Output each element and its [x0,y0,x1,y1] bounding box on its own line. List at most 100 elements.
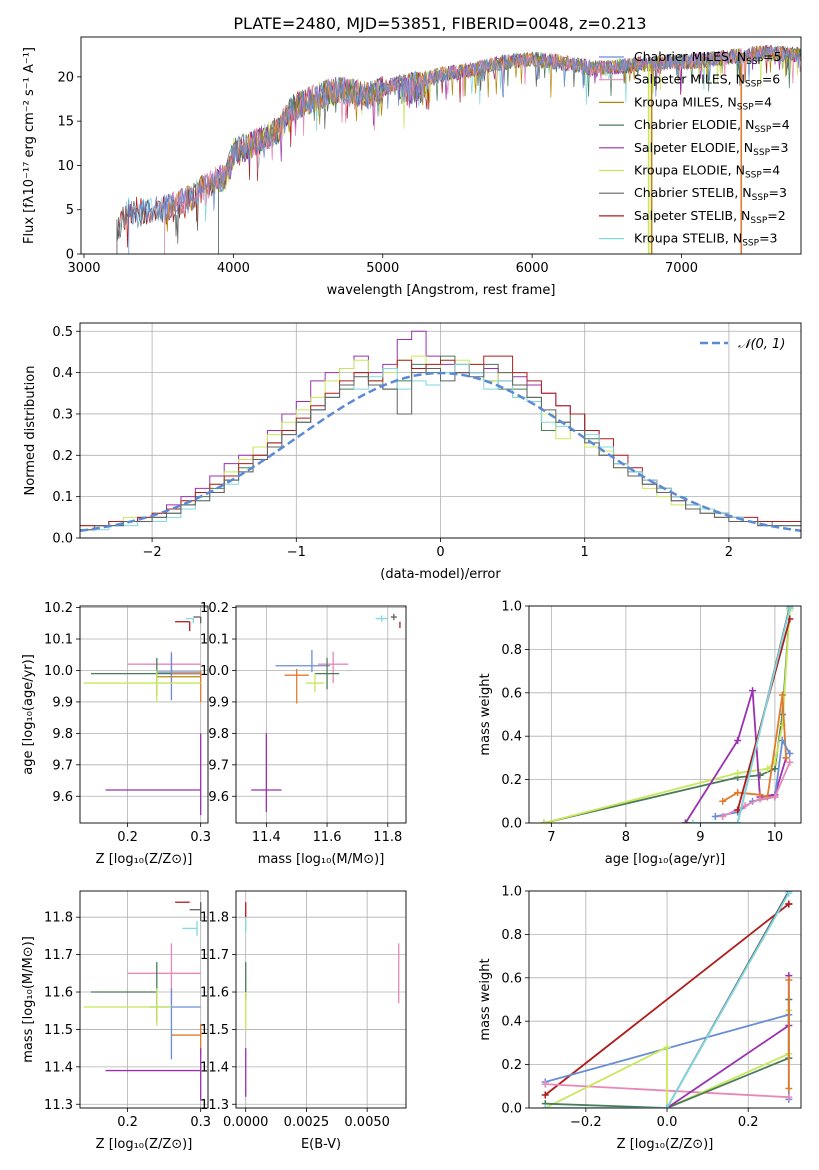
error-bar-point [105,733,202,816]
error-bar-point [375,615,388,622]
weight-marker [778,691,786,699]
axes-z-age: 0.2 0.3 9.6 9.7 9.8 9.9 10.0 10.1 10.2 Z [log₁₀(Z… [21,601,211,867]
x-tick-label: 0.0 [657,1115,678,1130]
y-tick-label: 0.6 [501,686,522,701]
y-tick-label: 9.7 [52,758,73,773]
y-tick-label: 10.0 [200,664,229,679]
figure-title: PLATE=2480, MJD=53851, FIBERID=0048, z=0… [233,14,646,33]
y-tick-label: 10.2 [44,601,73,616]
legend-subscript: SSP [754,125,771,135]
y-tick-label: 9.8 [52,727,73,742]
y-tick-label: 11.5 [200,1023,229,1038]
error-bar-point [83,988,172,1026]
weight-marker [763,765,771,773]
x-tick-label: 0.3 [190,830,211,845]
x-tick-label: 11.8 [373,830,402,845]
axes-frame [528,605,802,824]
axes-frame [235,605,407,824]
legend-entry: Salpeter STELIB, NSSP=2 [634,208,786,226]
y-tick-label: 11.3 [200,1098,229,1113]
y-axis-label: Normed distribution [23,366,38,496]
y-tick-label: 0.8 [501,643,522,658]
error-bar-point [127,943,201,1004]
weight-marker [786,606,794,612]
x-tick-label: 0.3 [190,1115,211,1130]
weight-marker [540,819,548,823]
weight-marker [785,900,793,908]
x-tick-label: 2 [725,545,733,560]
legend-tail: =4 [754,94,772,109]
y-tick-label: 11.3 [44,1098,73,1113]
y-tick-label: 9.8 [208,727,229,742]
error-bar-point [175,621,191,632]
x-tick-label: 8 [622,830,630,845]
axes-frame [235,890,407,1109]
x-tick-label: 0.0025 [284,1115,330,1130]
weight-line [692,607,791,823]
x-axis-label: E(B-V) [301,1137,341,1152]
y-tick-label: 1.0 [501,885,522,900]
weight-marker [786,758,794,766]
y-tick-label: 11.5 [44,1023,73,1038]
y-tick-label: 10.2 [200,601,229,616]
y-tick-label: 11.7 [200,948,229,963]
legend-tail: =4 [762,163,780,178]
y-tick-label: 10.0 [44,664,73,679]
y-tick-label: 11.7 [44,948,73,963]
spectrum-line [128,46,801,254]
x-axis-label: Z [log₁₀(Z/Z⊙)] [96,852,193,867]
y-tick-label: 0.3 [52,407,73,422]
axes-frame [80,36,802,255]
x-tick-label: 0 [436,545,444,560]
y-tick-label: 0.8 [501,928,522,943]
x-tick-label: 0.0050 [344,1115,390,1130]
y-tick-label: 0.6 [501,971,522,986]
legend-entry: Kroupa ELODIE, NSSP=4 [634,163,780,181]
y-tick-label: 9.6 [52,790,73,805]
axes-residuals: −2 −1 0 1 2 0.0 0.1 0.2 0.3 0.4 0.5 (data-model)/er… [23,322,802,582]
y-axis-label: Flux [fλ10⁻¹⁷ erg cm⁻² s⁻¹ A⁻¹] [22,47,37,244]
y-tick-label: 20 [57,70,74,85]
y-tick-label: 0.4 [501,1015,522,1030]
legend-entry: Chabrier ELODIE, NSSP=4 [634,117,790,135]
error-bar-point [189,902,202,921]
legend-subscript: SSP [742,239,759,249]
y-tick-label: 9.7 [208,758,229,773]
legend-tail: =5 [763,49,781,64]
error-bar-point [105,1048,202,1101]
x-axis-label: (data-model)/error [380,567,501,582]
error-bar-point [90,962,158,1022]
weight-marker [785,976,793,984]
axes-age-weight: 7 8 9 10 0.0 0.2 0.4 0.6 0.8 1.0 age [log₁₀(age/yr… [478,600,802,867]
y-axis-label: age [log₁₀(age/yr)] [21,654,36,775]
legend-tail: =2 [767,208,785,223]
weight-marker [734,769,742,777]
weight-marker [771,765,779,773]
error-bar-point [390,613,397,621]
error-bar-point [305,673,325,693]
x-tick-label: 0.2 [117,1115,138,1130]
y-axis-label: mass [log₁₀(M/M⊙)] [21,936,36,1063]
weight-marker [541,1104,549,1108]
weight-marker [734,819,742,823]
y-tick-label: 0.0 [52,532,73,547]
x-tick-label: 5000 [366,261,399,276]
y-tick-label: 15 [57,115,74,130]
y-tick-label: 0.5 [52,325,73,340]
error-bar-point [193,616,202,624]
y-tick-label: 5 [66,203,74,218]
histogram-step [80,363,801,531]
x-axis-label: Z [log₁₀(Z/Z⊙)] [617,1137,714,1152]
y-tick-label: 0.1 [52,490,73,505]
y-tick-label: 11.4 [200,1060,229,1075]
legend-tail: =3 [770,140,788,155]
legend-subscript: SSP [737,102,754,112]
x-tick-label: 11.4 [252,830,281,845]
axes-ebv-mass: 0.0000 0.0025 0.0050 11.3 11.4 11.5 11.6 11.7 11… [200,890,407,1152]
weight-line [722,694,787,803]
legend-entry: Salpeter ELODIE, NSSP=3 [634,140,788,158]
axes-spectrum: 3000 4000 5000 6000 7000 0 5 10 15 20 wavelength [… [22,36,802,298]
error-bar-point [182,920,198,936]
error-bar-point [171,670,202,702]
